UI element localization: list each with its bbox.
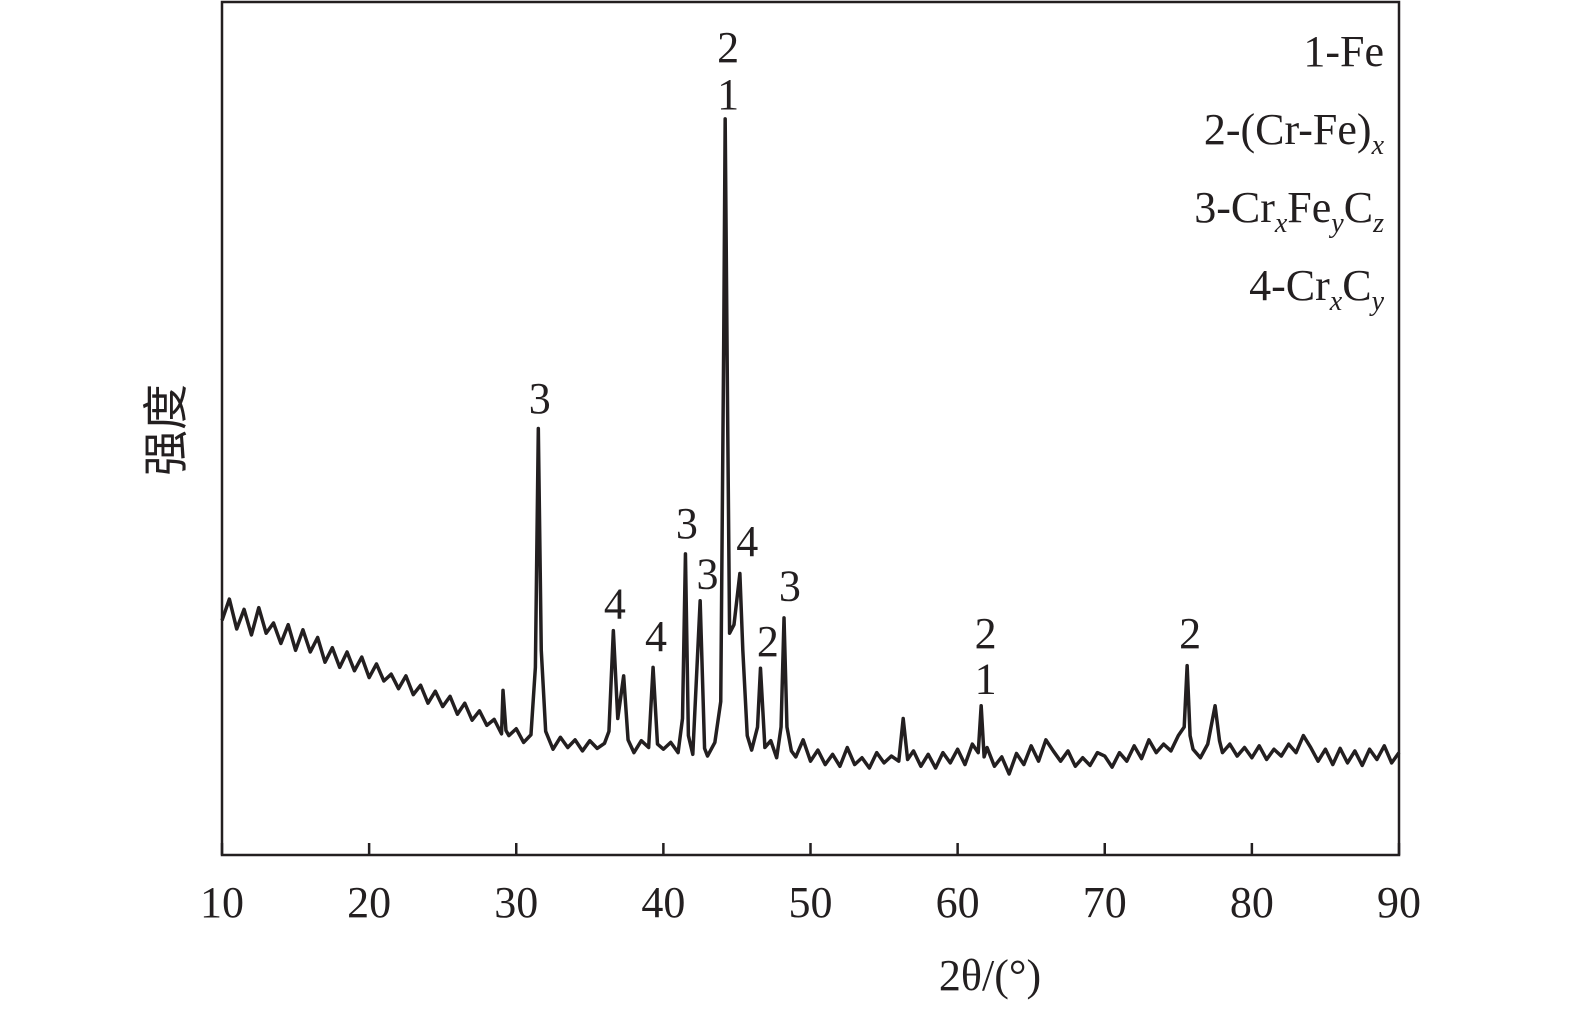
legend-subscript: x (1274, 208, 1288, 239)
x-tick-label: 50 (789, 878, 833, 927)
peak-label: 1 (717, 70, 739, 119)
x-tick-label: 80 (1230, 878, 1274, 927)
legend-text: 1-Fe (1303, 27, 1384, 76)
x-tick-label: 70 (1083, 878, 1127, 927)
peak-label: 4 (736, 517, 758, 566)
legend-entry: 2-(Cr-Fe)x (1204, 105, 1385, 161)
peak-label: 1 (975, 654, 997, 703)
legend-text: 2-(Cr-Fe) (1204, 105, 1372, 154)
peak-label: 3 (676, 499, 698, 548)
x-tick-label: 40 (641, 878, 685, 927)
x-tick-label: 30 (494, 878, 538, 927)
legend-subscript: y (1369, 286, 1385, 317)
legend-subscript: z (1372, 208, 1384, 239)
peak-label: 2 (757, 617, 779, 666)
peak-label: 2 (975, 609, 997, 658)
peak-label: 3 (779, 561, 801, 610)
x-tick-label: 60 (936, 878, 980, 927)
legend-subscript: x (1329, 286, 1343, 317)
legend-entry: 4-CrxCy (1249, 261, 1384, 317)
peak-label: 4 (645, 612, 667, 661)
peak-label: 3 (529, 374, 551, 423)
peak-label: 4 (604, 579, 626, 628)
y-axis-label: 强度 (141, 384, 192, 476)
legend-text: 4-Cr (1249, 261, 1330, 310)
peak-label: 3 (697, 550, 719, 599)
legend-subscript: y (1328, 208, 1344, 239)
x-tick-label: 10 (200, 878, 244, 927)
x-tick-label: 20 (347, 878, 391, 927)
legend-entry: 1-Fe (1303, 27, 1384, 76)
legend-subscript: x (1371, 130, 1385, 161)
peak-label: 2 (1179, 609, 1201, 658)
legend-text: 3-Cr (1194, 183, 1275, 232)
x-axis-label: 2θ/(°) (939, 951, 1041, 1000)
xrd-line (220, 117, 1401, 776)
peak-label: 2 (717, 23, 739, 72)
x-tick-label: 90 (1377, 878, 1421, 927)
legend-entry: 3-CrxFeyCz (1194, 183, 1384, 239)
legend-text: C (1342, 261, 1371, 310)
legend-text: Fe (1287, 183, 1331, 232)
legend-text: C (1344, 183, 1373, 232)
